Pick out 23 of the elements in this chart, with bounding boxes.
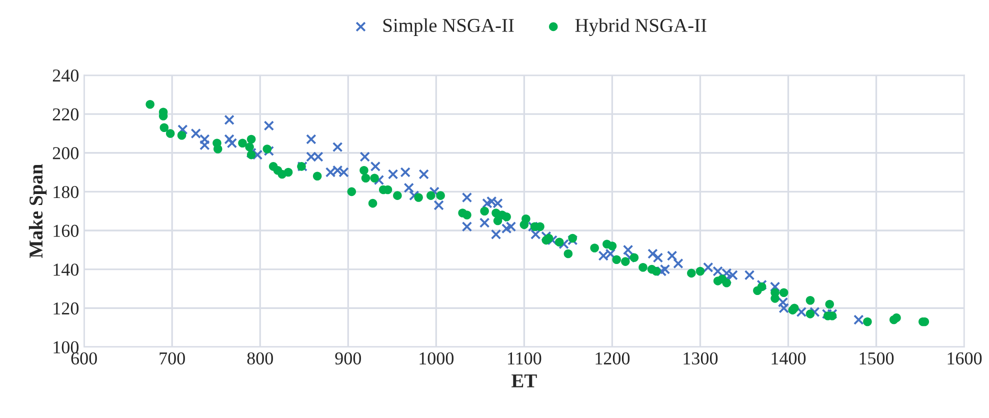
y-axis-title: Make Span xyxy=(28,164,47,258)
y-tick-label: 200 xyxy=(52,147,79,160)
x-tick-label: 1400 xyxy=(772,352,806,365)
x-tick-label: 700 xyxy=(160,352,185,365)
x-tick-label: 1100 xyxy=(508,352,542,365)
y-tick-label: 220 xyxy=(52,108,79,120)
x-tick-label: 1600 xyxy=(948,352,982,365)
y-tick-label: 120 xyxy=(54,302,79,315)
x-tick-label: 600 xyxy=(71,352,97,365)
y-tick-label: 100 xyxy=(54,341,79,354)
y-tick-label: 140 xyxy=(54,264,79,276)
y-tick-label: 160 xyxy=(54,224,79,237)
legend-label: Simple NSGA-II xyxy=(383,18,514,36)
x-axis-title: ET xyxy=(512,374,537,388)
x-tick-label: 1000 xyxy=(420,352,454,365)
y-tick-label: 180 xyxy=(54,186,79,198)
x-tick-label: 1500 xyxy=(860,352,894,365)
legend-label: Hybrid NSGA-II xyxy=(575,18,706,36)
x-tick-label: 800 xyxy=(247,352,273,365)
x-tick-label: 1200 xyxy=(596,352,630,365)
y-tick-label: 240 xyxy=(52,69,79,82)
x-tick-label: 1300 xyxy=(684,352,718,365)
x-tick-label: 900 xyxy=(335,352,361,365)
